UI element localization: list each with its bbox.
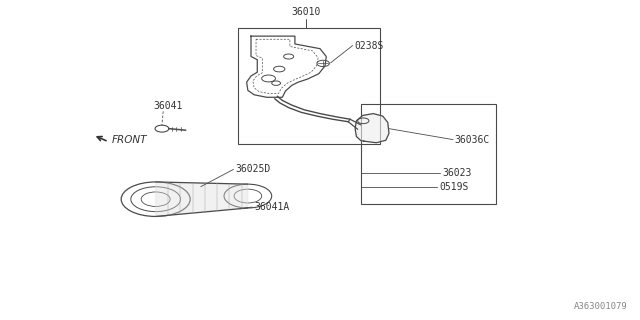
Text: 36023: 36023: [442, 168, 472, 178]
Text: 36036C: 36036C: [455, 135, 490, 145]
Text: 36041A: 36041A: [254, 202, 289, 212]
Text: 36025D: 36025D: [236, 164, 271, 174]
Text: 36010: 36010: [291, 7, 321, 17]
Text: A363001079: A363001079: [573, 301, 627, 310]
Bar: [361, 104, 495, 204]
Text: FRONT: FRONT: [112, 135, 147, 145]
Text: 0519S: 0519S: [439, 182, 468, 192]
Polygon shape: [355, 114, 389, 143]
Bar: [239, 28, 380, 144]
Text: 36041: 36041: [154, 101, 183, 111]
Polygon shape: [156, 182, 248, 216]
Text: 0238S: 0238S: [355, 41, 384, 51]
